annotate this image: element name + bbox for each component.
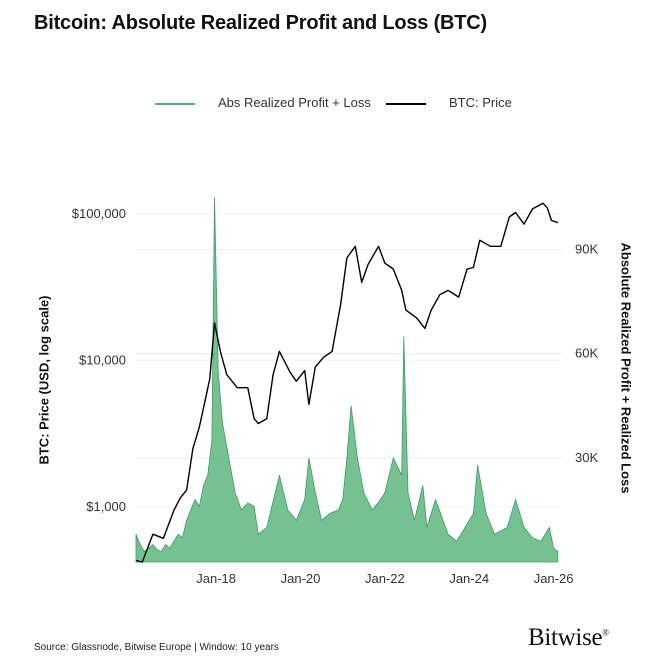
chart-title: Bitcoin: Absolute Realized Profit and Lo… [34, 12, 488, 34]
legend-swatch-btc-price [386, 103, 426, 105]
brand-logo: Bitwise® [528, 624, 609, 652]
x-tick-label-4: Jan-26 [534, 571, 574, 586]
right-tick-label-0: 30K [575, 450, 598, 465]
left-tick-label-0: $1,000 [86, 499, 126, 514]
right-tick-label-2: 90K [575, 241, 598, 256]
chart-legend: Abs Realized Profit + Loss BTC: Price [0, 95, 671, 113]
left-tick-label-2: $100,000 [72, 206, 126, 221]
x-tick-label-0: Jan-18 [196, 571, 236, 586]
legend-label-profit-loss: Abs Realized Profit + Loss [218, 95, 371, 110]
x-tick-label-1: Jan-20 [281, 571, 321, 586]
btc-price-line [135, 202, 559, 563]
legend-swatch-profit-loss [155, 103, 195, 105]
brand-name: Bitwise [528, 624, 603, 651]
profit-loss-area [135, 197, 559, 563]
x-tick-label-3: Jan-24 [449, 571, 489, 586]
source-note: Source: Glassnode, Bitwise Europe | Wind… [34, 642, 279, 653]
legend-label-btc-price: BTC: Price [449, 95, 512, 110]
right-tick-label-1: 60K [575, 346, 598, 361]
left-tick-label-1: $10,000 [79, 352, 126, 367]
x-tick-label-2: Jan-22 [365, 571, 405, 586]
registered-mark: ® [602, 627, 609, 638]
